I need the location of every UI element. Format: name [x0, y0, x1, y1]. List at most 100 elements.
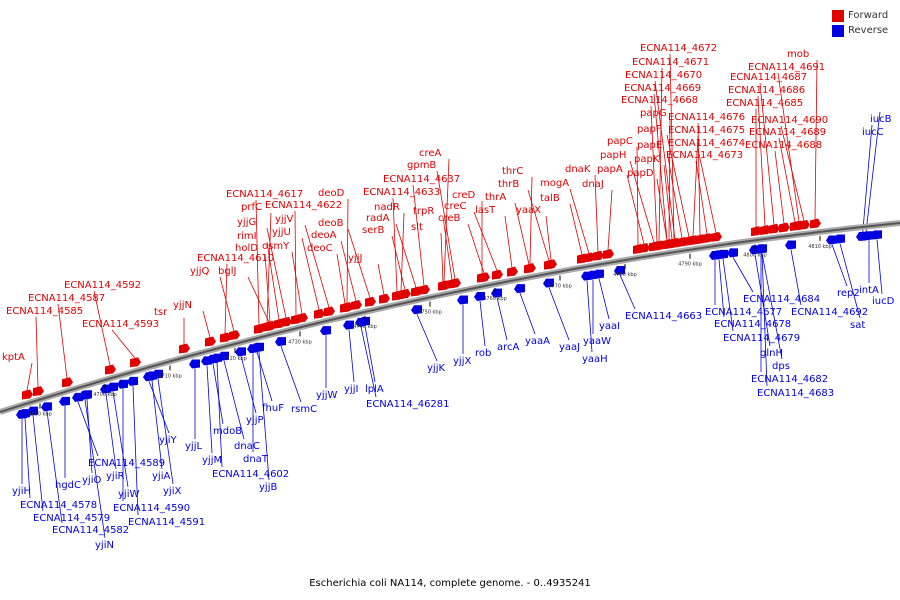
forward-gene-label[interactable]: mob [787, 49, 809, 60]
forward-gene-arrow[interactable] [342, 302, 353, 313]
forward-gene-arrow[interactable] [695, 234, 706, 245]
reverse-gene-label[interactable]: intA [859, 285, 879, 296]
forward-gene-label[interactable]: prfC [241, 202, 262, 213]
reverse-gene-label[interactable]: yaaI [599, 321, 620, 332]
forward-gene-label[interactable]: kptA [2, 352, 25, 363]
reverse-gene-label[interactable]: dnaC [234, 441, 260, 452]
forward-gene-arrow[interactable] [769, 223, 780, 234]
reverse-gene-label[interactable]: ECNA114_4679 [723, 333, 800, 344]
forward-gene-label[interactable]: tsr [154, 307, 168, 318]
forward-gene-label[interactable]: ECNA114_4671 [632, 57, 709, 68]
reverse-gene-arrow[interactable] [411, 305, 422, 315]
reverse-gene-label[interactable]: yjiW [118, 489, 139, 500]
forward-gene-arrow[interactable] [379, 293, 390, 304]
reverse-gene-label[interactable]: rep2 [837, 288, 860, 299]
forward-gene-arrow[interactable] [33, 386, 44, 397]
forward-gene-arrow[interactable] [281, 316, 292, 327]
forward-gene-label[interactable]: ECNA114_4633 [363, 187, 440, 198]
reverse-gene-label[interactable]: yjiN [95, 540, 114, 551]
reverse-gene-label[interactable]: ECNA114_46281 [366, 399, 450, 410]
reverse-gene-label[interactable]: yjjW [316, 390, 337, 401]
reverse-gene-label[interactable]: yjiR [106, 471, 124, 482]
reverse-gene-arrow[interactable] [871, 230, 882, 240]
forward-gene-label[interactable]: trpR [413, 206, 434, 217]
reverse-gene-arrow[interactable] [72, 392, 83, 402]
reverse-gene-label[interactable]: yaaJ [559, 342, 580, 353]
reverse-gene-arrow[interactable] [514, 284, 525, 294]
reverse-gene-arrow[interactable] [235, 347, 246, 357]
forward-gene-label[interactable]: ECNA114_4686 [728, 85, 805, 96]
reverse-gene-arrow[interactable] [211, 353, 222, 363]
reverse-gene-arrow[interactable] [593, 269, 604, 279]
forward-gene-label[interactable]: papG [640, 108, 667, 119]
forward-gene-arrow[interactable] [794, 220, 805, 231]
forward-gene-arrow[interactable] [711, 231, 722, 242]
forward-gene-arrow[interactable] [546, 259, 557, 270]
forward-gene-label[interactable]: papK [634, 154, 660, 165]
forward-gene-label[interactable]: ECNA114_4689 [749, 127, 826, 138]
reverse-gene-arrow[interactable] [41, 402, 52, 412]
forward-gene-label[interactable]: creD [452, 190, 476, 201]
forward-gene-label[interactable]: ECNA114_4669 [624, 83, 701, 94]
forward-gene-label[interactable]: ECNA114_4687 [730, 72, 807, 83]
forward-gene-arrow[interactable] [654, 240, 665, 251]
reverse-gene-label[interactable]: ECNA114_4677 [705, 307, 782, 318]
forward-gene-arrow[interactable] [492, 269, 503, 280]
reverse-gene-label[interactable]: iucC [862, 127, 884, 138]
reverse-gene-arrow[interactable] [614, 265, 625, 275]
reverse-gene-label[interactable]: yjjB [259, 482, 277, 493]
forward-gene-label[interactable]: ECNA114_4685 [726, 98, 803, 109]
forward-gene-label[interactable]: holD [235, 243, 258, 254]
forward-gene-label[interactable]: papC [607, 136, 633, 147]
reverse-gene-label[interactable]: ECNA114_4590 [113, 503, 190, 514]
forward-gene-label[interactable]: deoB [318, 218, 344, 229]
forward-gene-arrow[interactable] [751, 226, 762, 237]
forward-gene-arrow[interactable] [365, 296, 376, 307]
forward-gene-label[interactable]: papF [637, 124, 662, 135]
reverse-gene-label[interactable]: ECNA114_4582 [52, 525, 129, 536]
forward-gene-label[interactable]: ECNA114_4637 [383, 174, 460, 185]
forward-gene-arrow[interactable] [62, 377, 73, 388]
reverse-gene-label[interactable]: yjjI [344, 384, 358, 395]
reverse-gene-arrow[interactable] [320, 326, 331, 336]
forward-gene-arrow[interactable] [105, 364, 116, 375]
reverse-gene-label[interactable]: yjiA [152, 471, 170, 482]
reverse-gene-label[interactable]: dnaT [243, 454, 269, 465]
forward-gene-label[interactable]: ECNA114_4688 [745, 140, 822, 151]
reverse-gene-label[interactable]: yjiX [163, 486, 181, 497]
forward-gene-arrow[interactable] [205, 336, 216, 347]
reverse-gene-arrow[interactable] [491, 288, 502, 298]
reverse-gene-label[interactable]: yjjK [427, 363, 445, 374]
forward-gene-label[interactable]: yjjV [275, 214, 293, 225]
reverse-gene-label[interactable]: fhuF [262, 403, 284, 414]
reverse-gene-label[interactable]: iucB [870, 114, 892, 125]
reverse-gene-arrow[interactable] [81, 390, 92, 400]
forward-gene-label[interactable]: papH [600, 150, 626, 161]
forward-gene-label[interactable]: ECNA114_4668 [621, 95, 698, 106]
reverse-gene-arrow[interactable] [59, 396, 70, 406]
forward-gene-arrow[interactable] [229, 330, 240, 341]
reverse-gene-label[interactable]: ECNA114_4692 [791, 307, 868, 318]
reverse-gene-label[interactable]: dps [772, 361, 790, 372]
forward-gene-label[interactable]: ECNA114_4587 [28, 293, 105, 304]
reverse-gene-label[interactable]: hgdC [55, 480, 81, 491]
reverse-gene-label[interactable]: yaaH [582, 354, 608, 365]
forward-gene-arrow[interactable] [438, 280, 449, 291]
forward-gene-label[interactable]: ECNA114_4585 [6, 306, 83, 317]
forward-gene-label[interactable]: ECNA114_4593 [82, 319, 159, 330]
forward-gene-label[interactable]: bglJ [218, 266, 236, 277]
reverse-gene-arrow[interactable] [189, 359, 200, 369]
forward-gene-label[interactable]: ECNA114_4690 [751, 115, 828, 126]
reverse-gene-label[interactable]: yjiO [82, 475, 101, 486]
reverse-gene-label[interactable]: ECNA114_4663 [625, 311, 702, 322]
forward-gene-arrow[interactable] [779, 222, 790, 233]
forward-gene-arrow[interactable] [392, 290, 403, 301]
reverse-gene-arrow[interactable] [717, 249, 728, 259]
forward-gene-arrow[interactable] [447, 278, 458, 289]
forward-gene-label[interactable]: yaaX [516, 205, 541, 216]
reverse-gene-label[interactable]: ECNA114_4591 [128, 517, 205, 528]
reverse-gene-label[interactable]: yjiY [159, 435, 177, 446]
forward-gene-arrow[interactable] [291, 314, 302, 325]
reverse-gene-arrow[interactable] [474, 292, 485, 302]
reverse-gene-arrow[interactable] [834, 234, 845, 244]
